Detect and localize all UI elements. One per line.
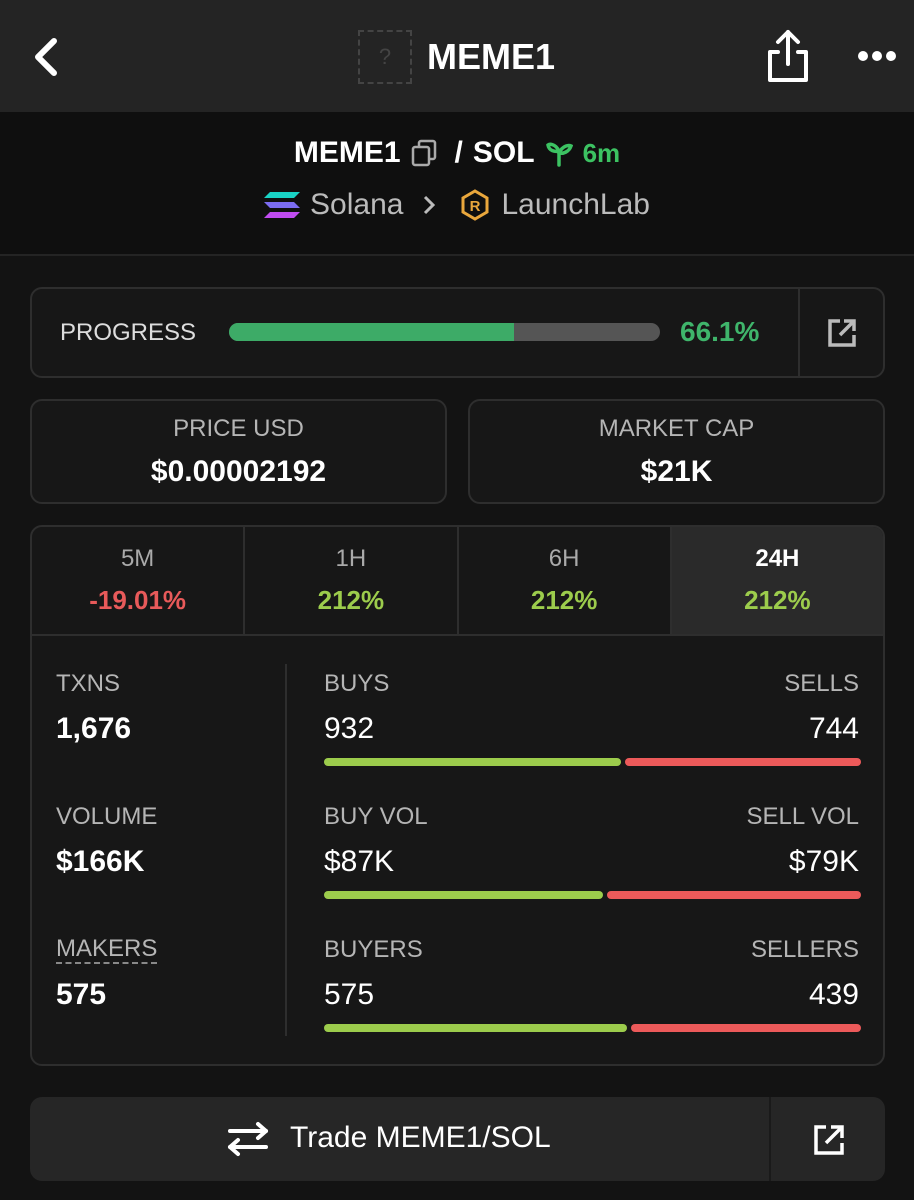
buy-bar <box>324 891 604 899</box>
launchlab-logo: R <box>461 189 489 221</box>
buy-bar <box>324 1024 627 1032</box>
stat-label: VOLUME <box>56 803 158 830</box>
sell-bar <box>630 1024 861 1032</box>
sell-bar <box>624 758 861 766</box>
pair-header: MEME1 / SOL 6m Solana R LaunchLab <box>0 112 914 256</box>
market-cap-value: $21K <box>640 455 713 488</box>
stat-label: TXNS <box>56 670 121 697</box>
side-value: 932 <box>324 712 375 745</box>
sprout-icon <box>545 142 573 167</box>
stat-total: 1,676 <box>56 712 132 745</box>
pair-quote: SOL <box>472 136 535 169</box>
token-icon-placeholder: ? <box>358 30 412 84</box>
nav-bar: ? MEME1 <box>0 0 914 112</box>
dex-name: LaunchLab <box>501 188 650 221</box>
external-link[interactable] <box>826 317 858 349</box>
pair-base: MEME1 <box>293 136 401 169</box>
side-label: SELL VOL <box>746 803 859 830</box>
progress-label: PROGRESS <box>60 319 197 346</box>
timeframe-change: 212% <box>530 585 598 615</box>
timeframe-change: 212% <box>317 585 385 615</box>
pair-separator: / <box>454 136 463 169</box>
side-label: BUY VOL <box>324 803 428 830</box>
timeframe-label: 24H <box>755 545 800 572</box>
divider <box>285 664 287 1036</box>
side-value: 744 <box>808 712 859 745</box>
divider <box>769 1097 771 1181</box>
trade-button[interactable]: Trade MEME1/SOL <box>30 1097 885 1181</box>
price-label: PRICE USD <box>173 415 304 442</box>
side-value: 575 <box>324 978 375 1011</box>
chevron <box>424 195 436 215</box>
sell-bar <box>607 891 861 899</box>
chain-name: Solana <box>310 188 404 221</box>
pair-age: 6m <box>582 137 621 168</box>
trade-label: Trade MEME1/SOL <box>290 1121 551 1154</box>
share-button[interactable] <box>766 28 810 84</box>
progress-value: 66.1% <box>680 316 760 347</box>
stats-card: 5M -19.01% 1H 212% 6H 212% 24H 212% TXNS 1,676 BU… <box>30 525 885 1066</box>
more-button[interactable] <box>856 48 900 64</box>
stat-total: 575 <box>56 978 107 1011</box>
progress-track <box>229 323 660 341</box>
pair-row: MEME1 / SOL 6m <box>0 136 914 170</box>
solana-logo <box>264 192 301 218</box>
side-value: 439 <box>808 978 859 1011</box>
timeframe-tabs: 5M -19.01% 1H 212% 6H 212% 24H 212% <box>32 527 883 636</box>
progress-card: PROGRESS 66.1% <box>30 287 885 378</box>
buy-bar <box>324 758 621 766</box>
svg-text:R: R <box>470 198 481 215</box>
stat-label: MAKERS <box>56 935 158 964</box>
timeframe-label: 5M <box>120 545 155 572</box>
nav-title: MEME1 <box>427 36 556 77</box>
price-card: PRICE USD $0.00002192 <box>30 399 447 504</box>
timeframe-tab[interactable]: 24H 212% <box>671 527 883 634</box>
market-cap-card: MARKET CAP $21K <box>468 399 885 504</box>
progress-fill <box>229 323 514 341</box>
timeframe-change: -19.01% <box>89 585 187 615</box>
side-label: BUYS <box>324 670 390 697</box>
side-label: SELLERS <box>750 936 859 963</box>
side-label: SELLS <box>784 670 859 697</box>
side-value: $79K <box>788 845 859 878</box>
price-value: $0.00002192 <box>150 455 327 488</box>
timeframe-label: 1H <box>335 545 367 572</box>
timeframe-change: 212% <box>744 585 811 615</box>
market-cap-label: MARKET CAP <box>598 415 755 442</box>
side-label: BUYERS <box>324 936 423 963</box>
stat-total: $166K <box>56 845 145 878</box>
side-value: $87K <box>324 845 395 878</box>
timeframe-tab[interactable]: 6H 212% <box>459 527 672 634</box>
timeframe-tab[interactable]: 5M -19.01% <box>32 527 246 634</box>
timeframe-label: 6H <box>548 545 580 572</box>
swap-icon <box>228 1122 268 1156</box>
route-row: Solana R LaunchLab <box>0 188 914 222</box>
copy-button[interactable] <box>411 139 437 167</box>
external-link[interactable] <box>812 1123 846 1157</box>
back-button[interactable] <box>30 37 62 77</box>
timeframe-tab[interactable]: 1H 212% <box>245 527 459 634</box>
divider <box>798 289 800 376</box>
